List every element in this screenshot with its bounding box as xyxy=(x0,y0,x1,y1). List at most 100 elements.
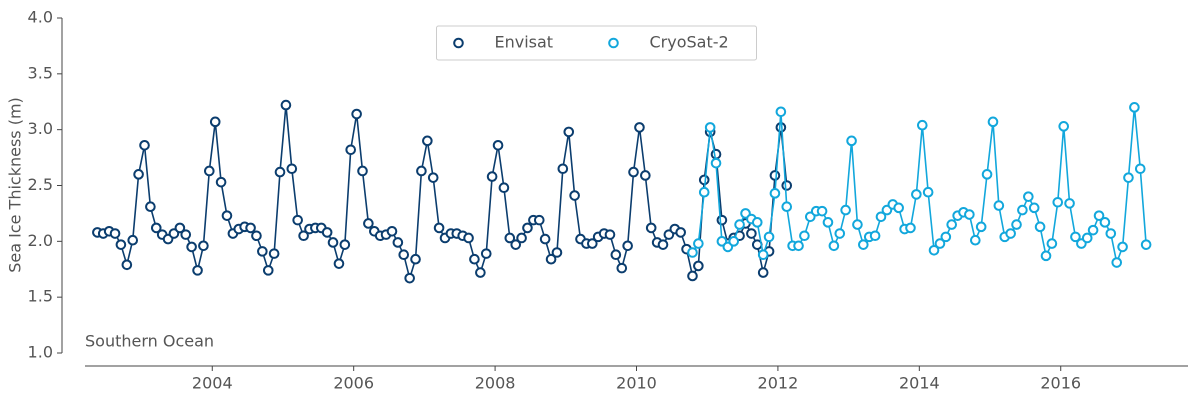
data-point xyxy=(1093,210,1105,221)
data-point xyxy=(351,108,362,120)
data-point xyxy=(793,240,804,252)
data-point xyxy=(610,249,622,261)
y-tick-label: 2.0 xyxy=(28,231,53,250)
data-point xyxy=(1081,232,1093,244)
data-point xyxy=(321,227,333,238)
data-point xyxy=(274,166,286,178)
data-point xyxy=(1117,241,1128,253)
data-point xyxy=(769,188,781,199)
data-point xyxy=(286,163,298,175)
data-point xyxy=(710,157,722,169)
data-point xyxy=(822,217,834,228)
data-point xyxy=(657,239,669,250)
y-tick-label: 4.0 xyxy=(28,8,53,27)
data-point xyxy=(569,190,580,201)
x-tick-label: 2010 xyxy=(616,374,657,393)
data-point xyxy=(993,200,1005,211)
data-point xyxy=(109,228,121,239)
data-point xyxy=(751,217,763,228)
data-point xyxy=(846,135,857,147)
data-point xyxy=(215,176,227,188)
x-tick-label: 2016 xyxy=(1040,374,1081,393)
y-tick-label: 1.5 xyxy=(28,287,53,306)
data-point xyxy=(221,210,233,221)
data-point xyxy=(245,222,256,234)
data-point xyxy=(198,240,209,252)
data-point xyxy=(1105,228,1117,239)
data-point xyxy=(1134,163,1146,175)
data-point xyxy=(1052,196,1064,208)
data-point xyxy=(746,228,757,239)
data-point xyxy=(1070,231,1081,243)
data-point xyxy=(799,230,810,242)
data-point xyxy=(268,248,280,259)
data-point xyxy=(934,238,946,249)
data-point xyxy=(115,239,127,250)
data-point xyxy=(557,163,569,175)
data-point xyxy=(480,248,492,259)
data-point xyxy=(1058,121,1070,132)
data-point xyxy=(911,189,922,200)
data-point xyxy=(875,211,887,223)
data-point xyxy=(716,214,728,226)
data-point xyxy=(357,165,368,177)
data-point xyxy=(139,140,150,151)
data-point xyxy=(828,240,840,252)
data-point xyxy=(1034,221,1046,233)
data-point xyxy=(922,186,934,198)
data-point xyxy=(734,219,745,230)
data-point xyxy=(1040,250,1052,262)
data-point xyxy=(251,230,262,242)
y-tick-label: 2.5 xyxy=(28,175,53,194)
data-point xyxy=(469,253,480,265)
legend: Envisat CryoSat-2 xyxy=(436,25,757,61)
data-point xyxy=(1129,102,1140,113)
annotation: Southern Ocean xyxy=(85,332,214,351)
data-point xyxy=(834,228,846,239)
data-point xyxy=(1023,191,1034,202)
data-point xyxy=(186,241,197,253)
x-tick-label: 2006 xyxy=(333,374,374,393)
data-point xyxy=(693,238,704,249)
data-point xyxy=(486,171,498,182)
data-point xyxy=(775,106,787,118)
data-point xyxy=(698,174,710,186)
x-tick-label: 2004 xyxy=(192,374,233,393)
data-point xyxy=(504,232,516,244)
data-point xyxy=(257,246,268,257)
data-point xyxy=(174,222,186,234)
data-point xyxy=(940,231,952,243)
data-point xyxy=(622,240,633,252)
data-point xyxy=(970,234,981,246)
data-point xyxy=(516,232,527,244)
data-point xyxy=(386,225,398,237)
data-point xyxy=(545,253,557,265)
data-point xyxy=(840,204,851,216)
data-point xyxy=(1111,257,1123,268)
legend-label: Envisat xyxy=(495,33,554,52)
data-point xyxy=(533,214,545,226)
data-point xyxy=(463,232,474,244)
data-point xyxy=(781,201,793,213)
data-point xyxy=(698,186,710,198)
y-tick-label: 3.5 xyxy=(28,63,53,82)
data-point xyxy=(433,222,445,234)
data-point xyxy=(1017,204,1028,216)
data-point xyxy=(1005,228,1016,239)
data-point xyxy=(905,222,916,234)
legend-marker xyxy=(453,37,464,49)
data-point xyxy=(1011,219,1022,230)
data-point xyxy=(363,218,374,229)
data-point xyxy=(339,239,351,250)
data-point xyxy=(410,253,421,265)
x-tick-label: 2008 xyxy=(475,374,516,393)
data-point xyxy=(981,169,993,180)
data-point xyxy=(616,262,628,274)
data-point xyxy=(964,209,975,220)
data-point xyxy=(1099,217,1111,228)
data-point xyxy=(150,222,162,234)
data-point xyxy=(710,148,722,160)
data-point xyxy=(975,221,987,233)
legend-marker xyxy=(608,37,619,49)
data-point xyxy=(416,165,427,177)
